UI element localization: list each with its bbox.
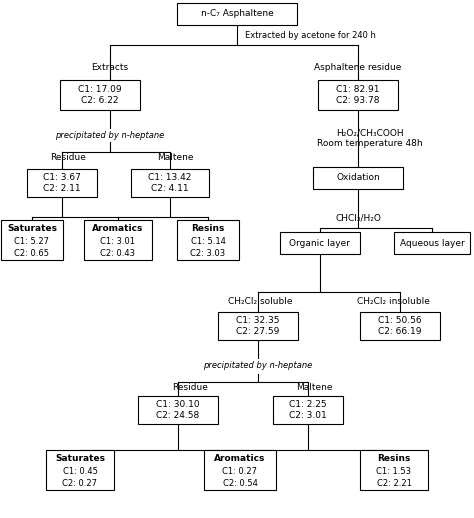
Bar [177,220,239,260]
Text: C1: 13.42: C1: 13.42 [148,174,191,182]
Bar [1,220,63,260]
Bar [204,450,276,490]
Text: C1: 30.10: C1: 30.10 [156,400,200,409]
Text: Maltene: Maltene [157,153,193,163]
Bar [360,450,428,490]
Text: CHCl₃/H₂O: CHCl₃/H₂O [335,213,381,223]
Text: Asphaltene residue: Asphaltene residue [314,64,401,73]
Text: C1: 3.01: C1: 3.01 [100,237,136,247]
Text: Saturates: Saturates [55,454,105,463]
Text: C2: 0.43: C2: 0.43 [100,250,136,258]
Text: C2: 3.01: C2: 3.01 [289,411,327,420]
Text: H₂O₂/CH₃COOH
Room temperature 48h: H₂O₂/CH₃COOH Room temperature 48h [317,128,423,148]
Text: C1: 0.45: C1: 0.45 [63,468,98,477]
Text: Aqueous layer: Aqueous layer [400,238,465,248]
Text: Aromatics: Aromatics [92,224,144,233]
Text: C1: 32.35: C1: 32.35 [236,316,280,325]
Text: Oxidation: Oxidation [336,174,380,182]
Text: Extracts: Extracts [91,64,128,73]
Bar [273,396,343,424]
Bar [46,450,114,490]
Bar [394,232,470,254]
Bar [280,232,360,254]
Text: C2: 0.65: C2: 0.65 [15,250,49,258]
Text: C1: 17.09: C1: 17.09 [78,85,122,94]
Bar [218,312,298,340]
Text: C2: 3.03: C2: 3.03 [191,250,226,258]
Text: C1: 5.27: C1: 5.27 [15,237,49,247]
Bar [84,220,152,260]
Text: C2: 24.58: C2: 24.58 [156,411,200,420]
Text: C2: 4.11: C2: 4.11 [151,183,189,193]
Text: C1: 3.67: C1: 3.67 [43,174,81,182]
Bar [138,396,218,424]
Text: C2: 0.54: C2: 0.54 [223,480,257,488]
Text: C1: 2.25: C1: 2.25 [289,400,327,409]
Bar [131,169,209,197]
Text: Residue: Residue [50,153,86,163]
Text: Aromatics: Aromatics [214,454,266,463]
Text: Maltene: Maltene [296,383,332,393]
Text: Organic layer: Organic layer [290,238,350,248]
Text: precipitated by n-heptane: precipitated by n-heptane [55,131,164,139]
Text: Resins: Resins [191,224,225,233]
Text: C2: 6.22: C2: 6.22 [81,96,119,105]
Text: C1: 50.56: C1: 50.56 [378,316,422,325]
Text: C2: 66.19: C2: 66.19 [378,326,422,336]
Bar [313,167,403,189]
Text: C1: 82.91: C1: 82.91 [336,85,380,94]
Text: C2: 27.59: C2: 27.59 [237,326,280,336]
Text: C1: 0.27: C1: 0.27 [222,468,257,477]
Text: n-C₇ Asphaltene: n-C₇ Asphaltene [201,9,273,19]
Text: Extracted by acetone for 240 h: Extracted by acetone for 240 h [245,32,375,40]
Bar [177,3,297,25]
Text: C2: 2.11: C2: 2.11 [43,183,81,193]
Bar [318,80,398,110]
Text: CH₂Cl₂ soluble: CH₂Cl₂ soluble [228,297,292,307]
Text: Resins: Resins [377,454,410,463]
Bar [27,169,97,197]
Text: C1: 1.53: C1: 1.53 [376,468,411,477]
Bar [60,80,140,110]
Text: CH₂Cl₂ insoluble: CH₂Cl₂ insoluble [356,297,429,307]
Text: C2: 2.21: C2: 2.21 [376,480,411,488]
Text: C2: 93.78: C2: 93.78 [336,96,380,105]
Text: Residue: Residue [172,383,208,393]
Bar [360,312,440,340]
Text: C1: 5.14: C1: 5.14 [191,237,226,247]
Text: C2: 0.27: C2: 0.27 [63,480,98,488]
Text: precipitated by n-heptane: precipitated by n-heptane [203,362,313,370]
Text: Saturates: Saturates [7,224,57,233]
